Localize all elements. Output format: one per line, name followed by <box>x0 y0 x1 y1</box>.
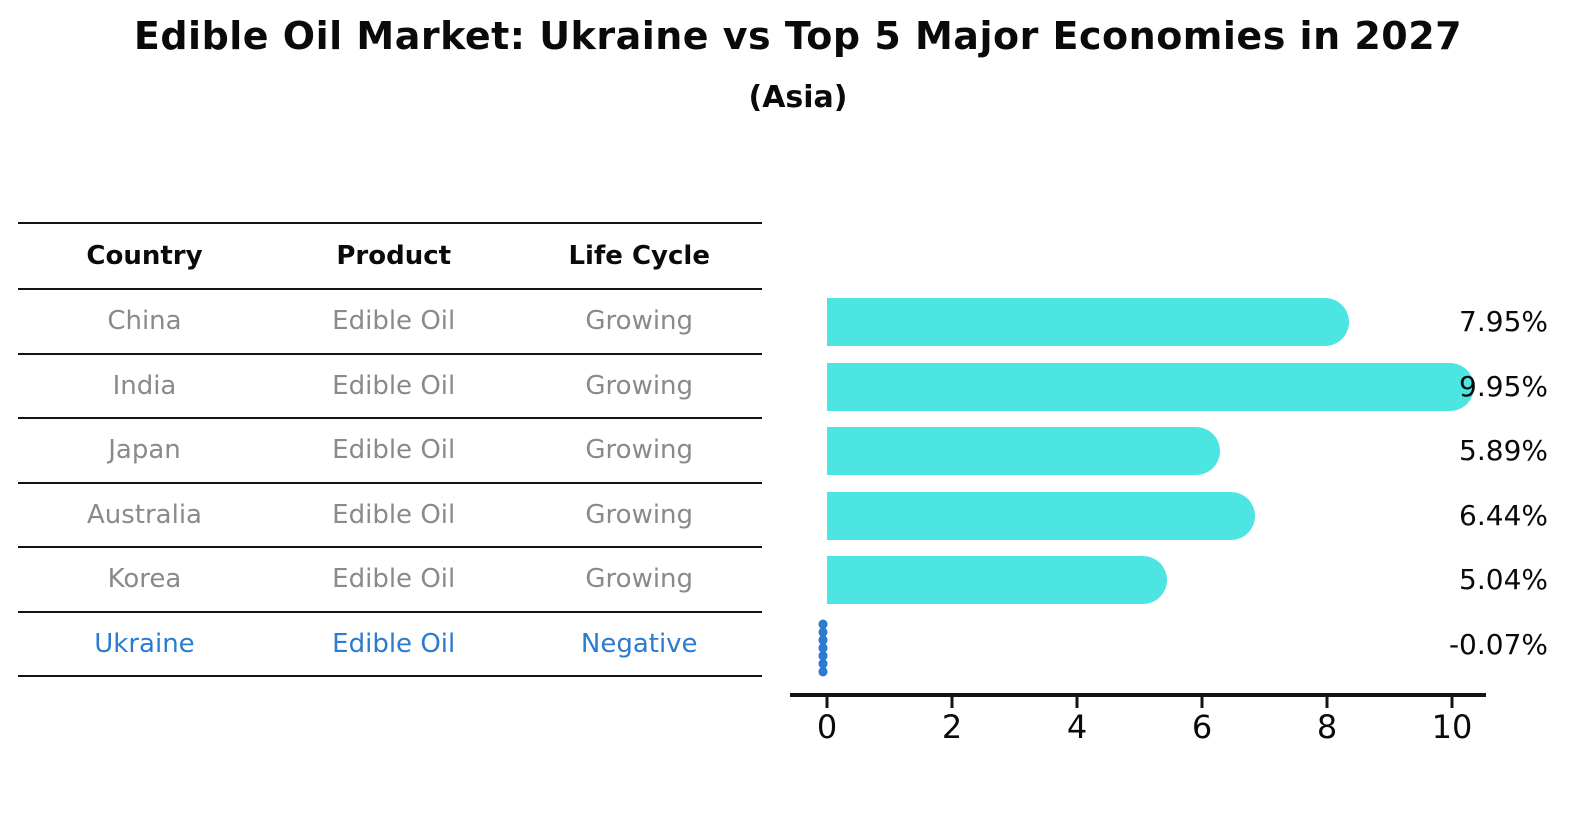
product-cell: Edible Oil <box>332 564 456 595</box>
x-tick-label: 0 <box>816 708 838 746</box>
chart-subtitle: (Asia) <box>748 80 848 115</box>
product-cell: Edible Oil <box>332 628 456 659</box>
value-label-korea: 5.04% <box>1459 563 1548 596</box>
bar-china <box>827 298 1349 346</box>
x-axis-line <box>790 693 1486 697</box>
product-cell: Edible Oil <box>332 435 456 466</box>
x-tick-label: 4 <box>1066 708 1088 746</box>
life-cycle-cell: Growing <box>585 564 694 595</box>
table-header-life-cycle: Life Cycle <box>568 241 710 271</box>
product-cell: Edible Oil <box>332 306 456 337</box>
bar-japan <box>827 427 1221 475</box>
x-tick <box>825 697 829 708</box>
chart-title: Edible Oil Market: Ukraine vs Top 5 Majo… <box>133 14 1463 58</box>
value-label-japan: 5.89% <box>1459 434 1548 467</box>
x-tick <box>1450 697 1454 708</box>
life-cycle-cell: Growing <box>585 499 694 530</box>
table-row-korea: Korea Edible Oil Growing <box>18 548 762 613</box>
value-label-australia: 6.44% <box>1459 498 1548 532</box>
table-row-ukraine: Ukraine Edible Oil Negative <box>18 613 762 677</box>
table-header-product: Product <box>336 241 452 271</box>
country-cell: Korea <box>107 564 182 595</box>
life-cycle-cell: Negative <box>580 628 698 659</box>
table-row-japan: Japan Edible Oil Growing <box>18 419 762 484</box>
product-cell: Edible Oil <box>332 370 456 401</box>
table-header-country: Country <box>86 241 203 271</box>
x-tick-label: 2 <box>941 708 963 746</box>
x-tick-label: 8 <box>1316 708 1338 746</box>
x-tick <box>1200 697 1204 708</box>
value-label-ukraine: -0.07% <box>1448 627 1548 661</box>
country-table: Country Product Life Cycle China Edible … <box>18 222 762 677</box>
ukraine-negative-marker-icon <box>818 619 828 677</box>
bar-india <box>827 362 1474 411</box>
country-cell: Australia <box>86 499 202 530</box>
table-row-china: China Edible Oil Growing <box>18 290 762 355</box>
life-cycle-cell: Growing <box>585 435 694 466</box>
bar-australia <box>827 491 1255 540</box>
country-cell: Japan <box>108 435 181 466</box>
x-tick <box>1325 697 1329 708</box>
life-cycle-cell: Growing <box>585 306 694 337</box>
product-cell: Edible Oil <box>332 499 456 530</box>
x-tick <box>1075 697 1079 708</box>
bar-korea <box>827 556 1167 604</box>
x-tick <box>950 697 954 708</box>
life-cycle-cell: Growing <box>585 370 694 401</box>
x-tick-label: 10 <box>1431 708 1473 746</box>
x-tick-label: 6 <box>1191 708 1213 746</box>
table-header-row: Country Product Life Cycle <box>18 222 762 290</box>
value-label-china: 7.95% <box>1459 305 1548 338</box>
country-cell: India <box>112 370 177 401</box>
table-row-india: India Edible Oil Growing <box>18 355 762 419</box>
country-cell: Ukraine <box>94 628 195 659</box>
country-cell: China <box>107 306 182 337</box>
table-row-australia: Australia Edible Oil Growing <box>18 484 762 548</box>
value-label-india: 9.95% <box>1459 369 1548 403</box>
